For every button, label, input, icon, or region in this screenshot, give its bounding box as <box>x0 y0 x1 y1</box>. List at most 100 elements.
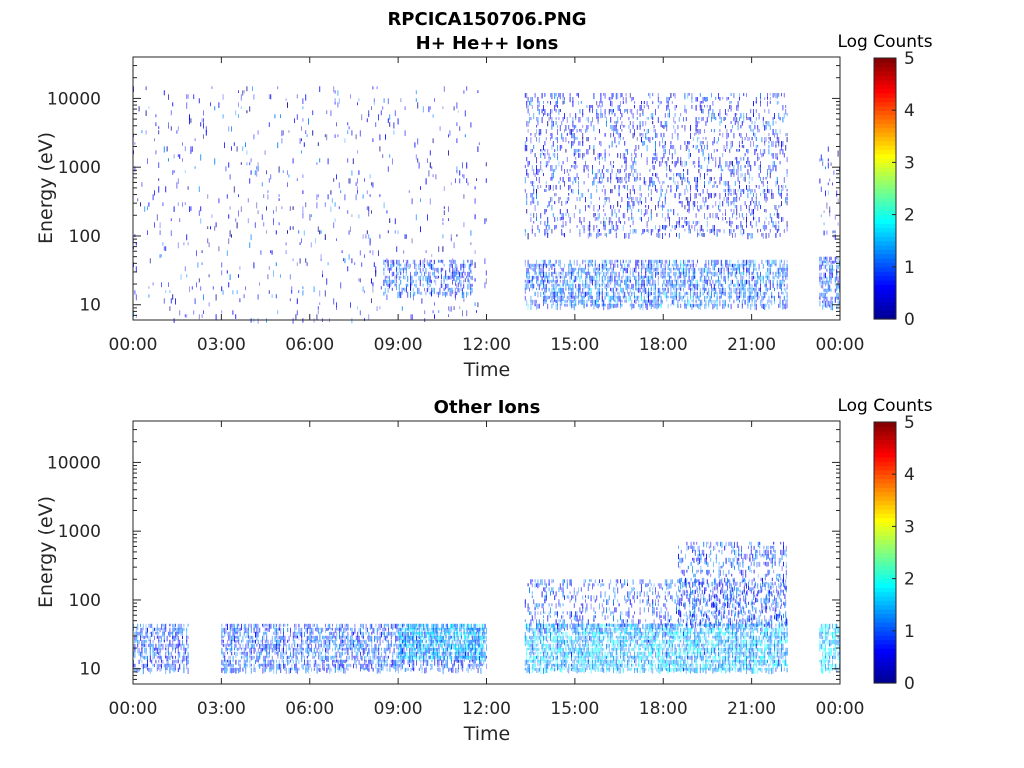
heatmap-cell <box>726 97 728 101</box>
heatmap-cell <box>779 279 781 285</box>
heatmap-cell <box>695 283 697 290</box>
figure-title: RPCICA150706.PNG <box>387 9 586 30</box>
heatmap-cell <box>690 303 691 308</box>
heatmap-cell <box>681 201 683 208</box>
heatmap-cell <box>730 161 732 165</box>
heatmap-cell <box>699 177 701 181</box>
heatmap-cell <box>606 291 607 297</box>
heatmap-cell <box>684 109 686 113</box>
colorbar-swatch <box>874 71 896 76</box>
heatmap-cell <box>634 275 635 281</box>
heatmap-cell <box>140 631 141 637</box>
heatmap-cell <box>830 264 832 271</box>
heatmap-cell <box>678 283 680 290</box>
heatmap-cell <box>768 287 770 291</box>
heatmap-cell <box>656 303 658 310</box>
heatmap-cell <box>161 254 162 257</box>
heatmap-cell <box>622 291 624 296</box>
heatmap-cell <box>621 113 623 118</box>
heatmap-cell <box>550 157 551 160</box>
heatmap-cell <box>183 623 185 627</box>
heatmap-cell <box>695 185 697 191</box>
heatmap-cell <box>292 318 294 324</box>
heatmap-cell <box>393 122 395 129</box>
heatmap-cell <box>545 299 547 304</box>
heatmap-cell <box>545 283 547 290</box>
heatmap-cell <box>189 118 190 125</box>
heatmap-cell <box>172 639 174 645</box>
heatmap-cell <box>256 631 258 637</box>
heatmap-cell <box>673 93 675 97</box>
heatmap-cell <box>621 93 623 97</box>
heatmap-cell <box>615 287 617 292</box>
heatmap-cell <box>351 214 353 217</box>
heatmap-cell <box>751 197 753 202</box>
heatmap-cell <box>695 221 697 226</box>
heatmap-cell <box>263 635 265 641</box>
heatmap-cell <box>627 275 628 282</box>
heatmap-cell <box>740 275 742 280</box>
heatmap-cell <box>552 263 554 267</box>
heatmap-cell <box>736 217 738 220</box>
heatmap-cell <box>452 258 454 264</box>
heatmap-cell <box>648 137 649 142</box>
heatmap-cell <box>691 279 693 286</box>
heatmap-cell <box>681 267 683 272</box>
heatmap-cell <box>543 113 544 117</box>
heatmap-cell <box>166 635 168 642</box>
heatmap-cell <box>625 275 627 281</box>
heatmap-cell <box>424 287 425 292</box>
heatmap-cell <box>366 118 368 123</box>
heatmap-cell <box>534 173 536 177</box>
heatmap-cell <box>643 295 645 302</box>
heatmap-cell <box>315 238 316 244</box>
heatmap-cell <box>765 303 767 308</box>
heatmap-cell <box>301 138 302 142</box>
heatmap-cell <box>245 651 247 658</box>
heatmap-cell <box>743 145 745 149</box>
heatmap-cell <box>537 169 539 176</box>
heatmap-cell <box>158 178 160 181</box>
heatmap-cell <box>690 279 691 287</box>
heatmap-cell <box>175 623 176 627</box>
heatmap-cell <box>681 225 683 228</box>
heatmap-cell <box>557 157 558 161</box>
heatmap-cell <box>545 229 547 235</box>
heatmap-cell <box>572 129 574 132</box>
heatmap-cell <box>778 291 780 298</box>
heatmap-cell <box>194 166 196 169</box>
heatmap-cell <box>604 157 606 162</box>
heatmap-cell <box>702 279 704 284</box>
heatmap-cell <box>676 283 677 288</box>
heatmap-cell <box>135 667 137 673</box>
heatmap-cell <box>414 259 416 265</box>
heatmap-cell <box>597 299 599 303</box>
heatmap-cell <box>568 185 570 191</box>
heatmap-cell <box>559 283 561 291</box>
heatmap-cell <box>280 635 282 643</box>
heatmap-cell <box>417 138 419 145</box>
heatmap-cell <box>765 291 767 295</box>
heatmap-cell <box>776 267 778 274</box>
heatmap-cell <box>250 234 252 241</box>
heatmap-cell <box>186 647 188 652</box>
heatmap-cell <box>529 263 530 269</box>
heatmap-cell <box>755 283 757 288</box>
heatmap-cell <box>530 213 532 216</box>
heatmap-cell <box>830 260 832 265</box>
heatmap-cell <box>467 278 469 283</box>
heatmap-cell <box>676 221 677 227</box>
heatmap-cell <box>594 217 596 222</box>
heatmap-cell <box>442 218 444 222</box>
heatmap-cell <box>596 217 598 221</box>
heatmap-cell <box>732 125 733 129</box>
heatmap-cell <box>632 185 634 192</box>
heatmap-cell <box>593 229 595 232</box>
heatmap-cell <box>257 655 259 662</box>
heatmap-cell <box>758 263 760 269</box>
heatmap-cell <box>740 173 742 179</box>
heatmap-cell <box>719 295 721 300</box>
heatmap-cell <box>601 283 603 287</box>
heatmap-cell <box>589 145 591 150</box>
heatmap-cell <box>772 295 774 299</box>
